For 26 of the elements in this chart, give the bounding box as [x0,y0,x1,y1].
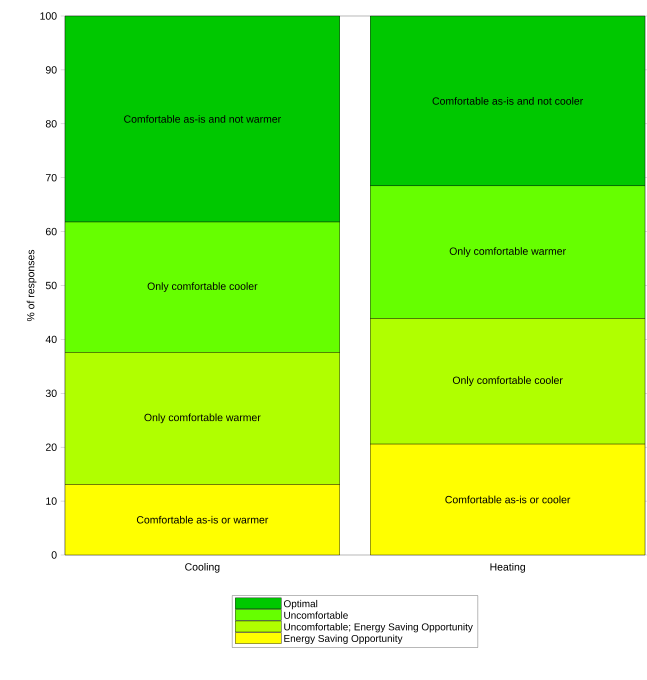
y-tick-label: 80 [46,120,57,128]
data-label: Comfortable as-is or warmer [136,516,268,524]
y-tick-label: 10 [46,497,57,505]
y-tick-label: 20 [46,444,57,451]
data-label: Only comfortable warmer [144,413,261,424]
data-label: Only comfortable warmer [450,247,566,257]
x-tick-label: Heating [490,562,525,573]
legend-label: Uncomfortable [284,612,348,619]
y-axis-title: % of responses [26,250,36,322]
data-label: Only comfortable cooler [452,376,563,386]
y-tick-label: 50 [46,282,57,290]
y-tick-label: 0 [52,551,57,559]
legend-label: Optimal [284,600,318,610]
x-tick-label: Cooling [185,562,220,573]
data-label: Comfortable as-is and not cooler [432,97,584,105]
data-label: Only comfortable cooler [148,282,258,292]
y-tick-label: 30 [46,390,57,398]
y-tick-label: 70 [46,174,57,182]
y-tick-label: 60 [46,228,57,236]
data-label: Comfortable as-is or cooler [445,496,570,504]
y-tick-label: 90 [46,66,57,74]
legend-label: Energy Saving Opportunity [284,634,403,644]
y-tick-label: 40 [46,336,57,344]
legend-label: Uncomfortable; Energy Saving Opportunity [284,623,473,632]
y-tick-label: 100 [40,12,57,20]
data-label: Comfortable as-is and not warmer [124,115,281,123]
